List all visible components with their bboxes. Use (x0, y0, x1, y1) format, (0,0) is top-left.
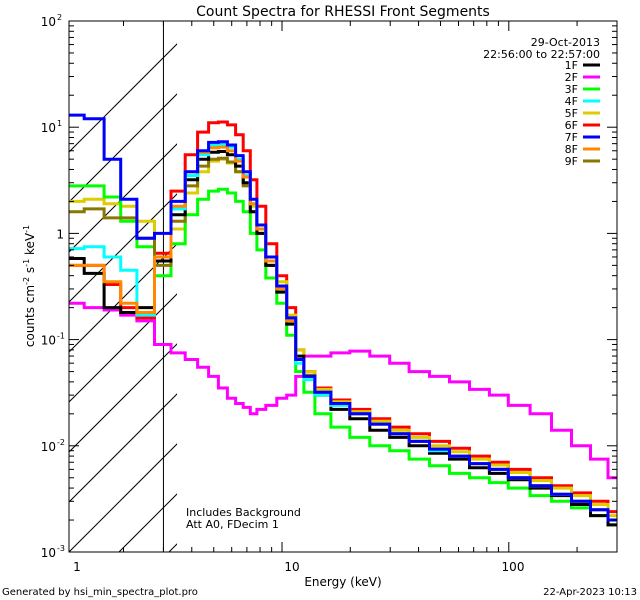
series-2f-line (69, 301, 617, 480)
y-tick-exponent: -1 (57, 332, 65, 341)
y-tick-exponent: 1 (57, 119, 62, 128)
y-tick-exponent: -2 (57, 438, 65, 447)
x-tick-label: 10 (284, 560, 299, 574)
annotation-attenuator: Att A0, FDecim 1 (186, 518, 279, 531)
legend-label-2f: 2F (565, 71, 578, 84)
legend-label-5f: 5F (565, 107, 578, 120)
y-axis-label: counts cm-2 s-1 keV-1 (22, 225, 37, 347)
series-7f-line (69, 113, 617, 522)
x-axis-ticks: 1 10 100 (73, 21, 618, 574)
y-tick-label: 1 (56, 227, 64, 241)
series-4f-line (69, 142, 617, 522)
series-9f-line (69, 156, 617, 522)
series-6f-line (69, 120, 617, 514)
legend-label-4f: 4F (565, 95, 578, 108)
legend-label-8f: 8F (565, 143, 578, 156)
y-tick-exponent: 2 (57, 13, 62, 22)
x-tick-label: 100 (502, 560, 525, 574)
y-tick-exponent: -3 (57, 544, 65, 553)
x-axis-label: Energy (keV) (304, 575, 381, 589)
legend-label-7f: 7F (565, 131, 578, 144)
time-range-label: 22:56:00 to 22:57:00 (483, 48, 600, 61)
footer-generated-by: Generated by hsi_min_spectra_plot.pro (2, 587, 198, 598)
series-1f-line (69, 150, 617, 527)
y-tick-label: 10 (41, 546, 56, 560)
footer-timestamp: 22-Apr-2023 10:13 (543, 587, 637, 598)
chart-title: Count Spectra for RHESSI Front Segments (196, 4, 490, 20)
legend-label-9f: 9F (565, 155, 578, 168)
legend-label-6f: 6F (565, 119, 578, 132)
series-5f-line (69, 157, 617, 518)
plot-frame (68, 20, 618, 553)
x-tick-label: 1 (73, 560, 81, 574)
series-8f-line (69, 145, 617, 522)
y-tick-label: 10 (41, 440, 56, 454)
legend-label-1f: 1F (565, 59, 578, 72)
y-tick-label: 10 (41, 121, 56, 135)
date-label: 29-Oct-2013 (531, 36, 600, 49)
y-tick-label: 10 (41, 15, 56, 29)
y-tick-label: 10 (41, 334, 56, 348)
series-layer (69, 113, 617, 527)
hatched-low-energy-region (69, 43, 177, 552)
legend-label-3f: 3F (565, 83, 578, 96)
annotation-background: Includes Background (186, 506, 301, 519)
